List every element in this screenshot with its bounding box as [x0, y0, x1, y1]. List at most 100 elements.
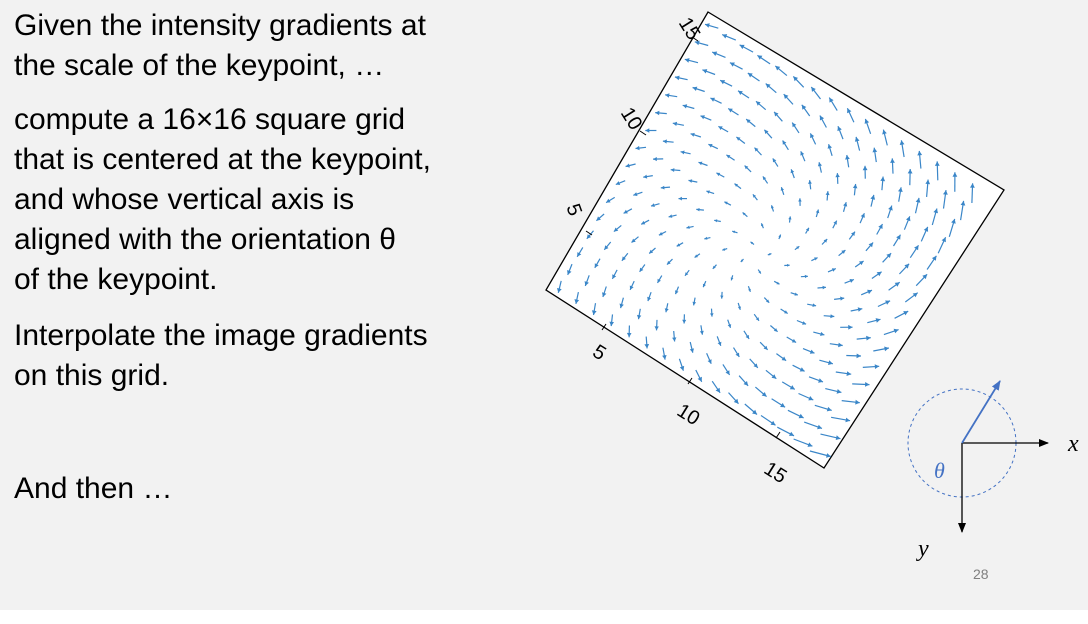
gradient-arrowhead	[840, 296, 845, 301]
gradient-arrowhead	[933, 208, 938, 214]
gradient-arrowhead	[729, 62, 735, 67]
text-line: Given the intensity gradients at	[14, 9, 426, 42]
gradient-arrowhead	[742, 212, 746, 216]
gradient-arrowhead	[772, 158, 777, 163]
gradient-arrowhead	[626, 332, 632, 338]
gradient-arrowhead	[872, 147, 878, 153]
gradient-arrowhead	[637, 314, 642, 320]
gradient-arrowhead	[830, 314, 835, 319]
gradient-arrowhead	[606, 198, 611, 203]
gradient-arrowhead	[649, 249, 654, 254]
gradient-arrowhead	[917, 150, 923, 156]
gradient-arrowhead	[906, 216, 911, 222]
gradient-arrowhead	[609, 321, 614, 327]
gradient-arrowhead	[744, 165, 749, 170]
gradient-arrowhead	[720, 80, 726, 85]
gradient-arrowhead	[848, 324, 853, 330]
gradient-arrowhead	[591, 310, 597, 315]
gradient-arrowhead	[739, 44, 745, 50]
gradient-arrowhead	[708, 144, 713, 148]
slide: Given the intensity gradients at the sca…	[0, 0, 1088, 610]
gradient-arrowhead	[826, 453, 831, 458]
gradient-arrowhead	[855, 399, 860, 405]
gradient-arrowhead	[914, 245, 919, 251]
gradient-arrowhead	[716, 172, 721, 177]
gradient-arrowhead	[724, 201, 728, 205]
gradient-arrows	[557, 23, 975, 458]
gradient-arrowhead	[841, 250, 846, 254]
gradient-arrowhead	[726, 154, 731, 159]
gradient-arrowhead	[657, 278, 661, 283]
text-line: the scale of the keypoint, …	[14, 49, 385, 82]
gradient-arrowhead	[734, 183, 738, 187]
gradient-arrowhead	[692, 301, 697, 306]
gradient-arrowhead	[814, 257, 818, 261]
gradient-arrowhead	[925, 179, 931, 185]
gradient-arrowhead	[845, 417, 851, 423]
gradient-arrowhead	[658, 232, 663, 236]
gradient-arrowhead	[859, 261, 864, 266]
gradient-arrowhead	[702, 283, 706, 288]
paragraph-interpolate: Interpolate the image gradients on this …	[14, 316, 534, 396]
gradient-arrowhead	[655, 110, 660, 116]
gradient-arrowhead	[912, 292, 918, 298]
gradient-arrowhead	[776, 281, 780, 285]
text-line: Interpolate the image gradients	[14, 319, 428, 352]
gradient-arrowhead	[604, 245, 609, 250]
orientation-arrow	[961, 380, 1001, 444]
gradient-arrowhead	[817, 162, 822, 167]
gradient-arrowhead	[870, 194, 876, 200]
gradient-arrowhead	[684, 58, 690, 63]
gradient-arrowhead	[898, 187, 903, 192]
gradient-arrowhead	[694, 254, 698, 258]
tick-mark	[775, 431, 781, 439]
gradient-arrowhead	[856, 353, 861, 359]
gradient-arrowhead	[647, 296, 652, 302]
gradient-arrowhead	[584, 281, 589, 286]
gradient-arrowhead	[700, 115, 705, 120]
gradient-arrowhead	[641, 220, 646, 225]
gradient-arrowhead	[689, 348, 694, 353]
gradient-arrowhead	[941, 237, 946, 243]
gradient-arrowhead	[756, 101, 761, 106]
gradient-arrowhead	[774, 111, 779, 117]
gradient-arrowhead	[752, 409, 757, 415]
gradient-arrowhead	[738, 90, 743, 95]
gradient-arrowhead	[833, 220, 837, 225]
gradient-arrowhead	[676, 243, 681, 247]
gradient-arrowhead	[763, 345, 768, 350]
gradient-arrowhead	[722, 248, 726, 251]
gradient-arrowhead	[782, 140, 787, 145]
gradient-arrowhead	[746, 119, 751, 124]
gradient-arrowhead	[619, 303, 624, 309]
gradient-arrowhead	[847, 108, 852, 114]
gradient-arrowhead	[888, 205, 893, 211]
grid-frame	[545, 11, 1005, 469]
gradient-arrowhead	[812, 303, 817, 307]
gradient-arrowhead	[770, 420, 776, 426]
gradient-arrowhead	[712, 265, 716, 269]
gradient-arrowhead	[778, 234, 781, 238]
gradient-arrowhead	[775, 65, 781, 71]
gradient-arrowhead	[923, 226, 929, 232]
gradient-arrowhead	[885, 300, 891, 305]
gradient-arrowhead	[819, 115, 825, 121]
gradient-arrowhead	[835, 173, 840, 178]
gradient-arrowhead	[762, 176, 767, 180]
gradient-arrowhead	[625, 163, 630, 168]
gradient-arrowhead	[557, 288, 562, 293]
gradient-arrowhead	[843, 202, 848, 207]
gradient-arrowhead	[613, 227, 619, 232]
gradient-arrowhead	[753, 363, 758, 368]
gradient-arrowhead	[818, 378, 823, 383]
gradient-arrowhead	[696, 208, 700, 212]
text-line: aligned with the orientation θ	[14, 223, 396, 256]
text-line: that is centered at the keypoint,	[14, 143, 431, 176]
gradient-arrowhead	[672, 337, 677, 342]
gradient-arrowhead	[805, 227, 809, 232]
gradient-arrowhead	[798, 198, 802, 202]
gradient-arrowhead	[800, 151, 805, 156]
gradient-arrowhead	[884, 346, 889, 352]
tick-mark	[687, 377, 693, 385]
gradient-arrowhead	[653, 157, 657, 162]
